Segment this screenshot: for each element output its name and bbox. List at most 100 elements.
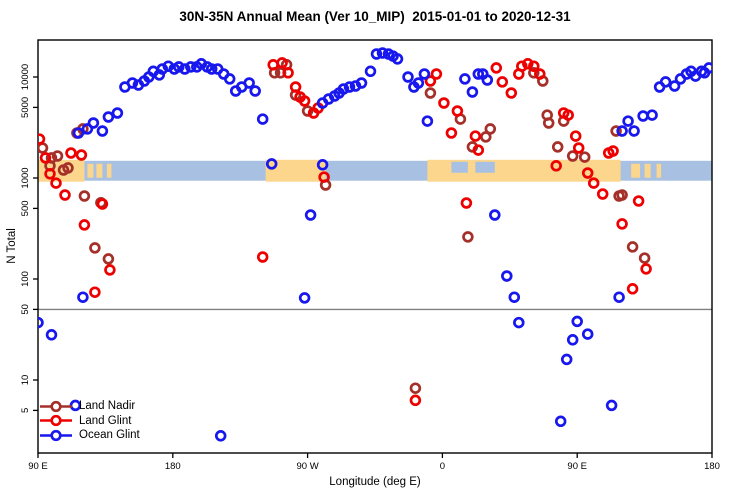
legend-item-land-glint: Land Glint <box>39 414 140 429</box>
x-tick-label: 180 <box>704 461 720 472</box>
data-point <box>607 145 619 157</box>
data-point <box>316 159 329 171</box>
data-point <box>616 125 628 137</box>
data-point <box>659 76 672 88</box>
data-point <box>205 63 218 75</box>
data-point <box>51 150 64 162</box>
data-point <box>402 71 414 83</box>
data-point <box>566 150 579 162</box>
data-point <box>75 149 88 161</box>
data-point <box>376 47 389 59</box>
data-point <box>484 123 497 135</box>
data-point <box>243 77 255 89</box>
data-point <box>424 75 437 87</box>
data-point <box>89 286 101 298</box>
data-point <box>337 83 350 95</box>
legend: Land Nadir Land Glint Ocean Glint <box>39 399 140 443</box>
data-point <box>111 107 124 119</box>
data-point <box>445 127 458 139</box>
data-point <box>616 189 628 201</box>
data-point <box>256 251 269 263</box>
data-point <box>298 95 311 107</box>
data-point <box>72 127 85 139</box>
data-point <box>581 167 594 179</box>
data-point <box>249 85 261 97</box>
data-point <box>508 291 521 303</box>
island-segment <box>644 163 651 178</box>
data-point <box>451 105 464 117</box>
data-point <box>489 209 501 221</box>
data-point <box>550 160 562 172</box>
legend-label: Land Glint <box>79 414 132 427</box>
series-ocean-glint <box>38 47 712 442</box>
data-point <box>610 125 622 137</box>
data-point <box>542 117 555 129</box>
y-tick-label: 5 <box>20 408 31 413</box>
data-point <box>462 231 474 243</box>
data-point <box>587 177 600 189</box>
data-point <box>45 152 58 164</box>
data-point <box>522 58 534 70</box>
data-point <box>77 291 89 303</box>
data-point <box>65 147 77 159</box>
data-point <box>438 97 450 109</box>
data-point <box>472 68 485 80</box>
data-point <box>430 68 443 80</box>
data-point <box>102 111 115 123</box>
data-point <box>50 177 62 189</box>
data-point <box>578 151 591 163</box>
data-point <box>355 77 368 89</box>
data-point <box>581 328 594 340</box>
data-point <box>304 209 317 221</box>
y-tick-label: 100 <box>20 271 31 287</box>
data-point <box>459 73 471 85</box>
legend-label: Ocean Glint <box>79 429 140 442</box>
data-point <box>81 123 94 135</box>
data-point <box>668 80 681 92</box>
legend-item-ocean-glint: Ocean Glint <box>39 428 140 443</box>
y-tick-label: 50 <box>20 304 31 315</box>
data-point <box>626 283 639 295</box>
data-point <box>185 61 197 73</box>
data-point <box>560 353 573 366</box>
data-point <box>179 63 191 75</box>
data-point <box>616 218 628 230</box>
data-point <box>466 86 479 98</box>
data-point <box>490 62 503 74</box>
data-point <box>534 68 546 80</box>
y-tick-label: 5000 <box>20 97 31 118</box>
land-segment <box>265 159 326 182</box>
data-point <box>267 59 279 71</box>
data-point <box>628 125 640 137</box>
data-point <box>59 189 71 201</box>
data-point <box>528 67 540 79</box>
line-circle-marker-icon <box>40 429 72 442</box>
x-tick-label: 0 <box>440 461 445 472</box>
data-point <box>571 315 583 328</box>
data-point <box>318 171 330 183</box>
data-point <box>102 253 115 265</box>
data-point <box>646 109 658 121</box>
data-point <box>421 115 434 127</box>
data-point <box>472 144 485 156</box>
data-point <box>622 115 634 127</box>
data-point <box>572 142 585 154</box>
data-point <box>569 130 582 142</box>
data-point <box>44 168 56 180</box>
data-point <box>256 113 269 125</box>
data-point <box>566 334 579 346</box>
series-land-nadir <box>38 59 651 394</box>
data-point <box>39 152 52 164</box>
x-tick-label: 90 W <box>297 461 319 472</box>
data-point <box>343 81 356 93</box>
chart-title: 30N-35N Annual Mean (Ver 10_MIP) 2015-01… <box>179 9 571 24</box>
island-segment <box>106 163 112 178</box>
data-point <box>528 60 540 72</box>
data-point <box>265 158 278 170</box>
data-point <box>96 198 109 210</box>
data-point <box>89 242 101 254</box>
data-point <box>605 399 618 412</box>
data-point <box>87 117 100 129</box>
x-tick-label: 90 E <box>567 461 587 472</box>
